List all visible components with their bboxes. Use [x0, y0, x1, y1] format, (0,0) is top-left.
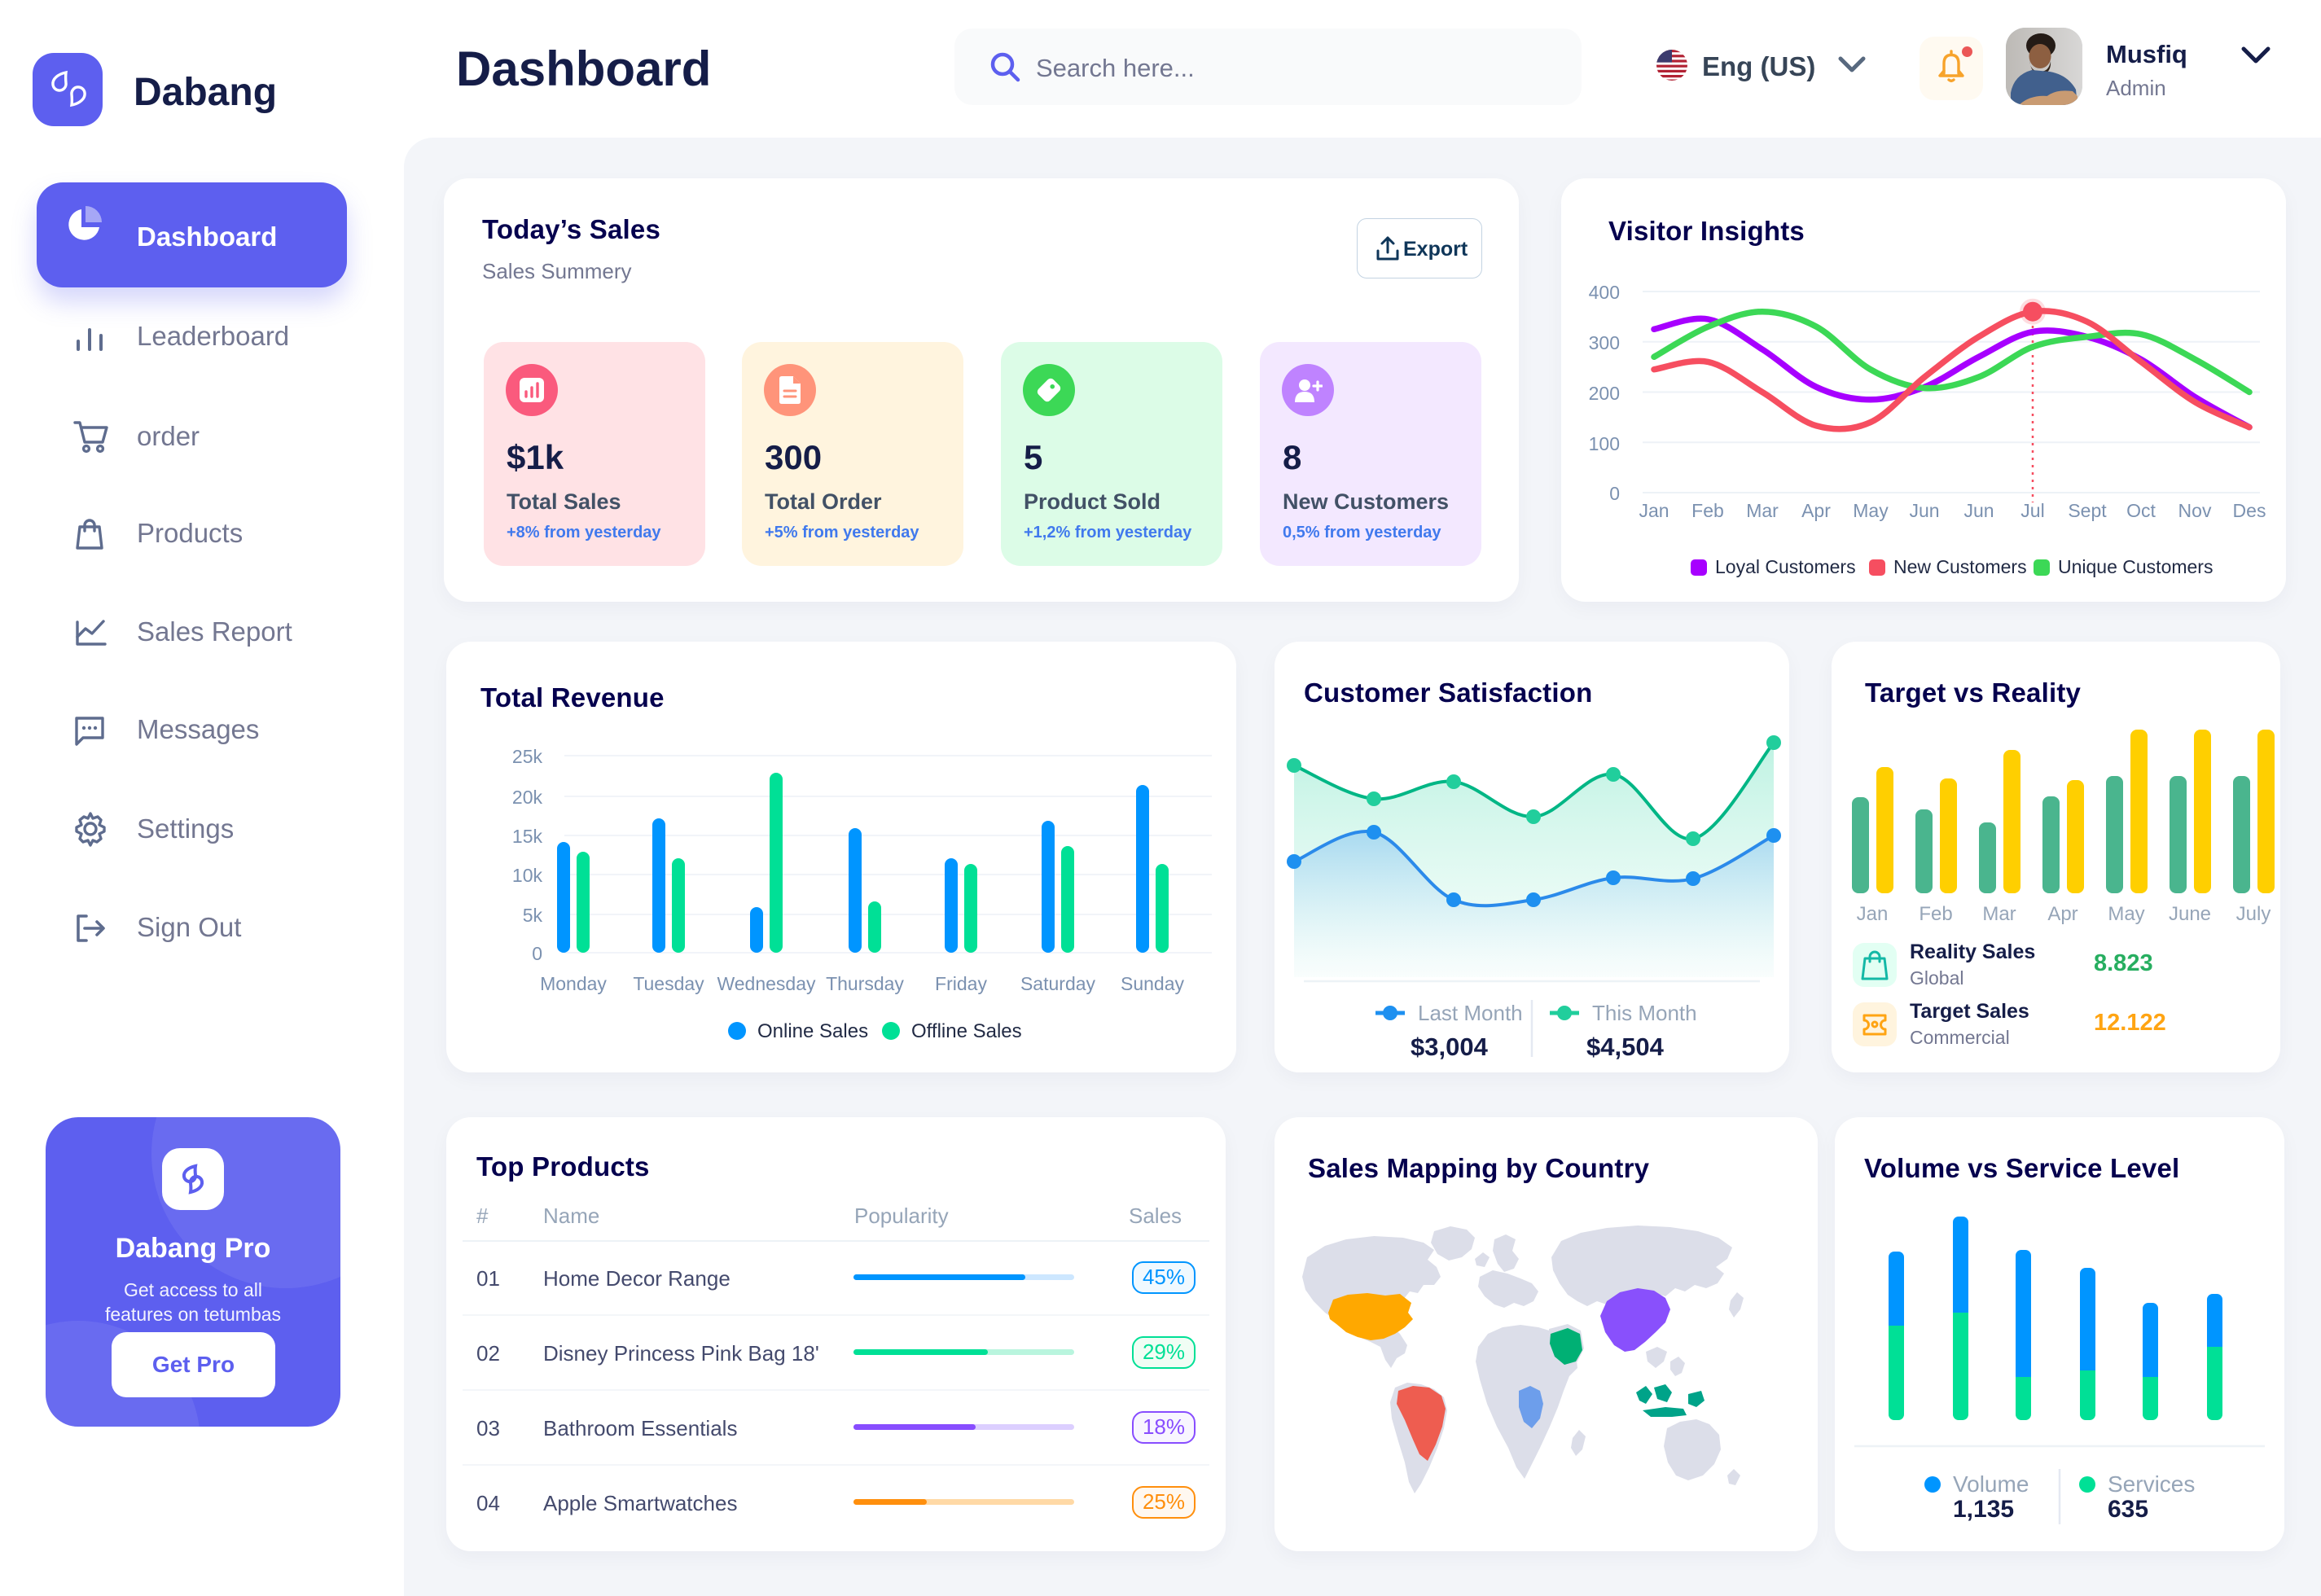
svg-text:Monday: Monday [540, 973, 607, 994]
svg-text:Target Sales: Target Sales [1910, 1000, 2029, 1023]
svg-text:Thursday: Thursday [826, 973, 904, 994]
svg-text:Jan: Jan [1639, 500, 1669, 521]
svg-text:Home Decor Range: Home Decor Range [543, 1266, 731, 1291]
svg-text:20k: 20k [512, 787, 543, 808]
svg-text:Name: Name [543, 1204, 599, 1228]
svg-text:New Customers: New Customers [1893, 556, 2027, 577]
svg-text:$3,004: $3,004 [1411, 1033, 1489, 1061]
svg-text:Commercial: Commercial [1910, 1027, 2010, 1048]
svg-text:25%: 25% [1143, 1489, 1185, 1514]
svg-text:29%: 29% [1143, 1340, 1185, 1364]
svg-text:June: June [2169, 903, 2211, 925]
svg-text:Last Month: Last Month [1418, 1001, 1523, 1025]
svg-text:Offline Sales: Offline Sales [911, 1020, 1022, 1042]
svg-text:Sunday: Sunday [1121, 973, 1185, 994]
svg-text:Loyal Customers: Loyal Customers [1715, 556, 1856, 577]
svg-text:Global: Global [1910, 967, 1963, 989]
svg-text:1,135: 1,135 [1953, 1496, 2014, 1523]
svg-text:Apr: Apr [2047, 903, 2077, 925]
svg-text:Volume: Volume [1953, 1471, 2029, 1497]
svg-text:8.823: 8.823 [2094, 950, 2153, 976]
svg-text:300: 300 [1589, 332, 1620, 353]
svg-text:Des: Des [2233, 500, 2266, 521]
svg-text:18%: 18% [1143, 1414, 1185, 1439]
svg-text:Popularity: Popularity [854, 1204, 949, 1228]
svg-text:Saturday: Saturday [1020, 973, 1096, 994]
svg-text:Mar: Mar [1746, 500, 1779, 521]
svg-text:Mar: Mar [1982, 903, 2016, 925]
svg-text:Feb: Feb [1919, 903, 1952, 925]
svg-text:15k: 15k [512, 826, 543, 847]
svg-text:5k: 5k [523, 905, 543, 926]
svg-text:635: 635 [2108, 1496, 2148, 1523]
svg-text:Disney Princess Pink Bag 18': Disney Princess Pink Bag 18' [543, 1341, 819, 1366]
svg-text:Jul: Jul [2020, 500, 2044, 521]
svg-text:45%: 45% [1143, 1265, 1185, 1289]
svg-text:12.122: 12.122 [2094, 1010, 2166, 1036]
svg-text:03: 03 [476, 1416, 500, 1440]
svg-text:Oct: Oct [2126, 500, 2156, 521]
svg-text:Unique Customers: Unique Customers [2058, 556, 2213, 577]
svg-text:04: 04 [476, 1491, 500, 1515]
svg-text:Jun: Jun [1963, 500, 1994, 521]
svg-text:May: May [2108, 903, 2144, 925]
svg-text:May: May [1853, 500, 1889, 521]
svg-text:10k: 10k [512, 865, 543, 886]
svg-text:01: 01 [476, 1266, 500, 1291]
svg-text:Feb: Feb [1691, 500, 1724, 521]
svg-text:200: 200 [1589, 383, 1620, 404]
svg-text:Nov: Nov [2178, 500, 2212, 521]
svg-text:Friday: Friday [935, 973, 987, 994]
svg-text:Services: Services [2108, 1471, 2195, 1497]
svg-text:#: # [476, 1204, 489, 1228]
svg-text:100: 100 [1589, 433, 1620, 454]
svg-text:This Month: This Month [1592, 1001, 1697, 1025]
svg-text:0: 0 [1609, 483, 1620, 504]
svg-text:Sales: Sales [1129, 1204, 1182, 1228]
svg-text:25k: 25k [512, 746, 543, 767]
svg-text:Jun: Jun [1909, 500, 1939, 521]
svg-text:Apr: Apr [1801, 500, 1831, 521]
svg-text:Bathroom Essentials: Bathroom Essentials [543, 1416, 737, 1440]
svg-text:Jan: Jan [1857, 903, 1889, 925]
svg-text:Wednesday: Wednesday [717, 973, 816, 994]
svg-text:0: 0 [532, 943, 542, 964]
svg-text:02: 02 [476, 1341, 500, 1366]
svg-text:Apple Smartwatches: Apple Smartwatches [543, 1491, 737, 1515]
svg-text:Reality Sales: Reality Sales [1910, 940, 2035, 963]
svg-text:$4,504: $4,504 [1586, 1033, 1665, 1061]
svg-text:Online Sales: Online Sales [757, 1020, 868, 1042]
svg-text:Tuesday: Tuesday [633, 973, 704, 994]
svg-text:Sept: Sept [2068, 500, 2107, 521]
svg-text:400: 400 [1589, 282, 1620, 303]
svg-text:July: July [2236, 903, 2271, 925]
